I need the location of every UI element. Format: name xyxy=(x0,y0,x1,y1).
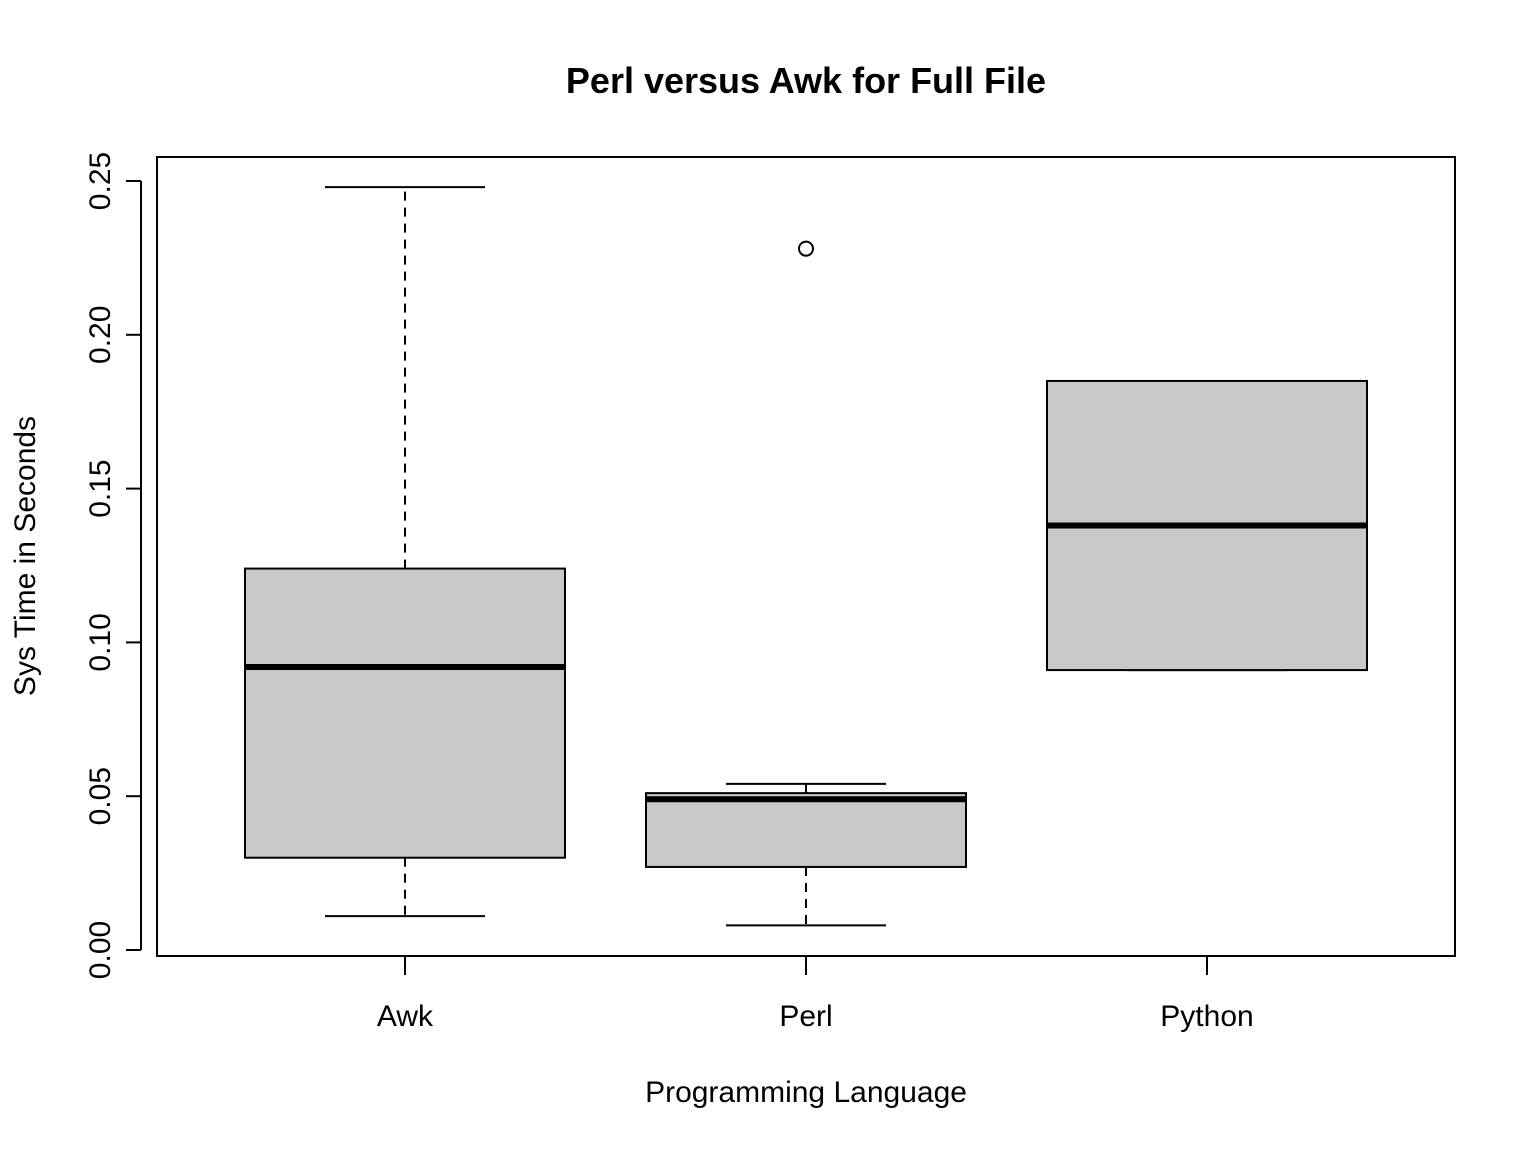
y-tick-label: 0.00 xyxy=(84,921,117,979)
box-series xyxy=(244,186,1368,927)
box-python xyxy=(1046,379,1368,672)
box-awk xyxy=(244,186,566,918)
outlier-point xyxy=(798,240,814,257)
x-axis-label: Programming Language xyxy=(645,1076,967,1109)
y-tick-label: 0.15 xyxy=(84,459,117,517)
y-axis: 0.00 0.05 0.10 0.15 0.20 0.25 xyxy=(84,152,142,979)
x-axis: Awk Perl Python xyxy=(377,956,1254,1033)
y-tick-label: 0.25 xyxy=(84,152,117,210)
box-iqr xyxy=(244,567,566,859)
box-perl xyxy=(645,240,967,927)
y-tick-label: 0.10 xyxy=(84,613,117,671)
chart-title: Perl versus Awk for Full File xyxy=(566,60,1046,101)
x-tick-label: Awk xyxy=(377,1000,434,1033)
box-iqr xyxy=(645,792,967,868)
x-tick-label: Perl xyxy=(779,1000,832,1033)
x-tick-label: Python xyxy=(1160,1000,1253,1033)
y-tick-label: 0.05 xyxy=(84,767,117,825)
y-tick-label: 0.20 xyxy=(84,306,117,364)
y-axis-label: Sys Time in Seconds xyxy=(9,416,42,696)
